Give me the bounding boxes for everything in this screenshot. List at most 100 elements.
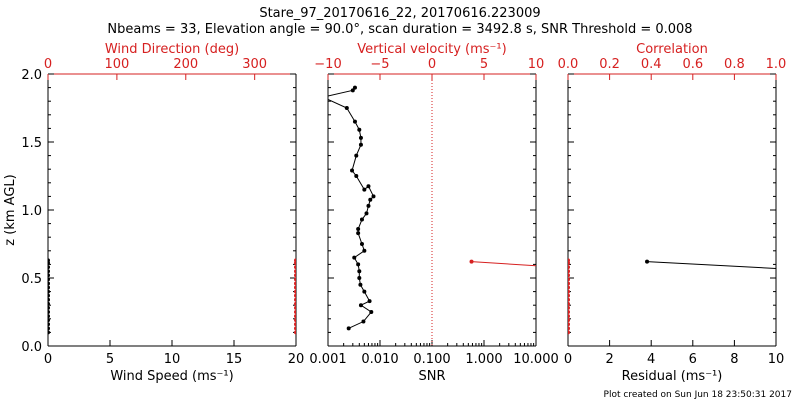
data-point-1-0 [354, 153, 359, 158]
data-point-1-0 [350, 168, 355, 173]
data-point-2-1 [568, 265, 570, 270]
data-point-1-0 [357, 276, 362, 280]
data-point-2-1 [568, 293, 570, 298]
top-tick-label: 200 [173, 57, 198, 72]
top-tick-label: 1.0 [766, 57, 787, 72]
data-point-1-0 [321, 95, 325, 99]
data-point-2-1 [568, 301, 570, 306]
top-tick-label: −10 [314, 57, 341, 72]
x-tick-label: 2 [605, 352, 613, 367]
data-point-0-1 [294, 289, 296, 294]
x-tick-label: 0 [44, 352, 52, 367]
data-point-0-1 [294, 265, 296, 270]
data-point-0-0 [48, 330, 50, 335]
y-tick-label: 2.0 [21, 68, 42, 83]
data-point-0-1 [294, 273, 296, 278]
top-axis-label: Wind Direction (deg) [105, 42, 239, 57]
data-point-0-0 [48, 281, 50, 286]
data-point-0-1 [294, 310, 296, 314]
data-point-1-0 [356, 227, 361, 232]
data-point-1-0 [356, 262, 361, 267]
x-tick-label: 0 [564, 352, 572, 367]
top-axis-label: Correlation [636, 42, 708, 57]
data-point-2-1 [568, 305, 570, 310]
x-tick-label: 10 [768, 352, 785, 367]
data-point-0-0 [48, 305, 50, 310]
x-axis-label: Wind Speed (ms⁻¹) [110, 369, 233, 384]
data-point-2-1 [568, 297, 570, 302]
data-point-0-1 [294, 301, 296, 306]
data-point-1-0 [361, 319, 366, 324]
data-point-0-1 [294, 258, 296, 263]
data-point-2-1 [568, 314, 570, 319]
data-point-0-0 [48, 297, 50, 302]
data-point-1-0 [354, 174, 359, 178]
data-point-2-1 [568, 322, 570, 327]
data-point-0-0 [48, 277, 50, 282]
top-tick-label: 0.2 [599, 57, 620, 72]
data-point-1-0 [358, 142, 363, 147]
data-point-0-0 [48, 258, 50, 263]
x-tick-label: 4 [647, 352, 655, 367]
data-point-1-0 [371, 194, 376, 199]
top-tick-label: 100 [104, 57, 129, 72]
top-tick-label: 0.8 [724, 57, 745, 72]
data-point-0-0 [48, 285, 50, 290]
data-point-0-0 [48, 301, 50, 306]
y-tick-label: 1.0 [21, 204, 42, 219]
data-point-0-1 [294, 314, 296, 319]
top-tick-label: 300 [242, 57, 267, 72]
data-point-2-1 [568, 310, 570, 314]
data-point-1-0 [367, 299, 372, 304]
y-tick-label: 1.5 [21, 136, 42, 151]
data-point-1-0 [362, 289, 367, 294]
data-point-0-0 [48, 273, 50, 278]
data-point-0-1 [294, 322, 296, 327]
x-tick-label: 0.001 [309, 352, 346, 367]
data-point-0-1 [294, 326, 296, 331]
data-point-1-0 [359, 217, 364, 222]
y-axis-label: z (km AGL) [3, 174, 18, 245]
data-point-2-1 [568, 326, 570, 331]
x-tick-label: 5 [106, 352, 114, 367]
data-point-2-1 [568, 318, 570, 323]
data-point-0-1 [294, 277, 296, 282]
data-point-0-0 [48, 322, 50, 327]
data-point-1-0 [356, 231, 361, 236]
top-tick-label: −5 [370, 57, 389, 72]
y-tick-label: 0.5 [21, 272, 42, 287]
data-point-0-1 [294, 330, 296, 335]
data-point-0-1 [294, 293, 296, 298]
data-point-1-0 [369, 310, 374, 314]
chart-title: Stare_97_20170616_22, 20170616.223009 [259, 6, 540, 21]
data-point-2-1 [568, 273, 570, 278]
data-point-2-1 [568, 269, 570, 274]
data-point-1-0 [350, 88, 355, 93]
data-point-0-0 [48, 318, 50, 323]
data-point-1-0 [344, 106, 349, 110]
data-point-1-0 [359, 242, 364, 246]
data-point-0-0 [48, 269, 50, 274]
x-tick-label: 15 [226, 352, 243, 367]
top-tick-label: 5 [480, 57, 488, 72]
data-point-1-0 [366, 184, 371, 189]
data-point-1-0 [362, 187, 367, 192]
x-axis-label: SNR [418, 369, 445, 384]
data-point-2-1 [568, 285, 570, 290]
data-point-1-0 [358, 282, 363, 287]
top-tick-label: 10 [528, 57, 545, 72]
top-tick-label: 0.4 [641, 57, 662, 72]
data-point-2-1 [568, 289, 570, 294]
data-point-0-1 [294, 297, 296, 302]
data-point-2-1 [568, 281, 570, 286]
x-tick-label: 6 [689, 352, 697, 367]
data-point-1-0 [357, 269, 362, 274]
data-point-1-0 [364, 211, 369, 216]
data-point-2-0 [645, 259, 650, 264]
data-point-1-0 [352, 85, 357, 90]
x-tick-label: 10 [164, 352, 181, 367]
x-axis-label: Residual (ms⁻¹) [622, 369, 723, 384]
data-point-1-0 [362, 248, 367, 253]
